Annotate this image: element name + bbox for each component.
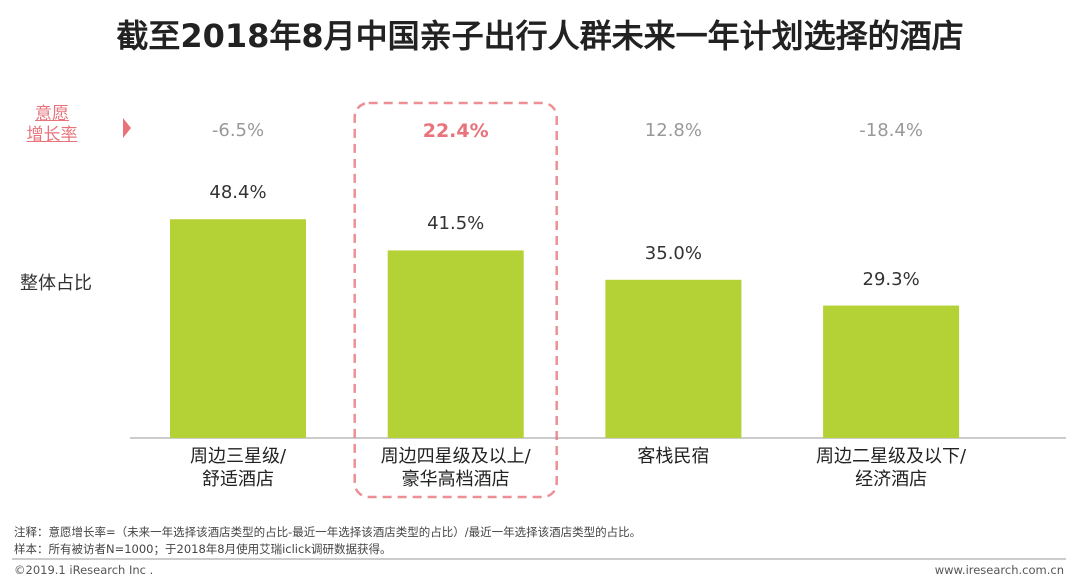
- x-tick-label: 客栈民宿: [637, 446, 710, 467]
- footer-right: www.iresearch.com.cn: [934, 563, 1064, 577]
- growth-label: -6.5%: [211, 120, 265, 141]
- x-tick-label: 周边二星级及以下/ 经济酒店: [816, 446, 967, 491]
- bar: [605, 279, 742, 438]
- growth-label: 22.4%: [422, 120, 489, 142]
- x-tick-label: 周边三星级/ 舒适酒店: [189, 446, 287, 491]
- growth-row-label: 意愿 增长率: [26, 104, 78, 146]
- value-label: 29.3%: [862, 268, 920, 290]
- note: 样本：所有被访者N=1000；于2018年8月使用艾瑞iclick调研数据获得。: [14, 542, 392, 556]
- value-label: 48.4%: [209, 182, 267, 204]
- note: 注释：意愿增长率=（未来一年选择该酒店类型的占比-最近一年选择该酒店类型的占比）…: [14, 525, 642, 539]
- chart-title: 截至2018年8月中国亲子出行人群未来一年计划选择的酒店: [116, 17, 964, 55]
- footer-left: ©2019.1 iResearch Inc .: [14, 563, 154, 577]
- bar: [387, 250, 524, 438]
- value-label: 41.5%: [427, 213, 485, 235]
- value-row-label: 整体占比: [20, 273, 92, 294]
- bar: [823, 305, 960, 438]
- x-tick-label: 周边四星级及以上/ 豪华高档酒店: [380, 446, 531, 491]
- growth-label: -18.4%: [859, 120, 923, 141]
- highlight-box: [353, 101, 558, 499]
- bar: [170, 219, 306, 438]
- row-marker: [123, 118, 131, 138]
- growth-label: 12.8%: [644, 120, 702, 141]
- value-label: 35.0%: [644, 242, 702, 264]
